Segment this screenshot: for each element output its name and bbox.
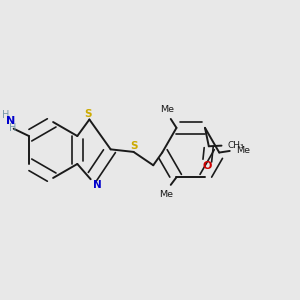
Text: Me: Me xyxy=(236,146,250,154)
Text: Me: Me xyxy=(159,190,173,199)
Text: N: N xyxy=(7,116,16,126)
Text: CH₃: CH₃ xyxy=(227,141,244,150)
Text: H: H xyxy=(2,110,10,120)
Text: O: O xyxy=(203,161,212,171)
Text: S: S xyxy=(84,109,92,119)
Text: Me: Me xyxy=(160,105,174,114)
Text: H: H xyxy=(9,123,17,133)
Text: S: S xyxy=(130,141,138,151)
Text: N: N xyxy=(93,180,101,190)
